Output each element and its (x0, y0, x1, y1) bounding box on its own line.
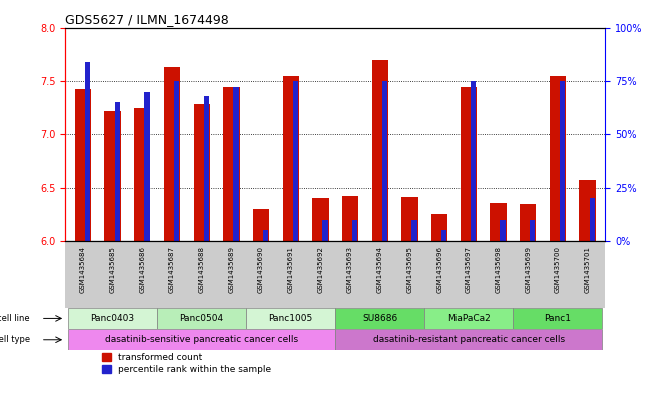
Text: GSM1435690: GSM1435690 (258, 246, 264, 293)
Bar (204, 96, 209, 241)
Text: dasatinib-resistant pancreatic cancer cells: dasatinib-resistant pancreatic cancer ce… (373, 335, 565, 344)
Bar (174, 81, 179, 241)
Bar (342, 196, 358, 241)
Bar (471, 81, 476, 241)
Text: cell type: cell type (0, 335, 30, 344)
Text: SU8686: SU8686 (362, 314, 397, 323)
Text: GSM1435695: GSM1435695 (406, 246, 413, 293)
Bar (293, 81, 298, 241)
Bar (530, 220, 536, 241)
Text: GSM1435693: GSM1435693 (347, 246, 353, 293)
Bar (381, 81, 387, 241)
Bar (411, 220, 417, 241)
Bar (115, 102, 120, 241)
Text: GSM1435692: GSM1435692 (318, 246, 324, 293)
Text: GSM1435698: GSM1435698 (495, 246, 501, 293)
Text: GSM1435697: GSM1435697 (466, 246, 472, 293)
Text: GSM1435694: GSM1435694 (377, 246, 383, 293)
Text: GSM1435686: GSM1435686 (139, 246, 145, 293)
Text: Panc0403: Panc0403 (90, 314, 135, 323)
Bar (335, 308, 424, 329)
Bar (85, 62, 90, 241)
Text: GSM1435689: GSM1435689 (229, 246, 234, 293)
Text: Panc1: Panc1 (544, 314, 572, 323)
Text: GSM1435688: GSM1435688 (199, 246, 204, 293)
Bar (322, 220, 327, 241)
Bar (193, 105, 210, 241)
Text: Panc0504: Panc0504 (180, 314, 224, 323)
Bar (579, 180, 596, 241)
Bar (372, 59, 388, 241)
Bar (134, 108, 150, 241)
Text: GSM1435699: GSM1435699 (525, 246, 531, 293)
Text: GSM1435696: GSM1435696 (436, 246, 442, 293)
Bar (253, 209, 270, 241)
Bar (283, 75, 299, 241)
Bar (514, 308, 602, 329)
Bar (549, 75, 566, 241)
Bar (424, 308, 514, 329)
Bar (431, 214, 447, 241)
Bar (157, 308, 246, 329)
Bar (461, 87, 477, 241)
Text: Panc1005: Panc1005 (269, 314, 313, 323)
Bar (335, 329, 602, 351)
Bar (68, 329, 335, 351)
Bar (68, 308, 157, 329)
Text: GSM1435685: GSM1435685 (109, 246, 116, 293)
Bar (560, 81, 565, 241)
Bar (75, 90, 91, 241)
Text: cell line: cell line (0, 314, 30, 323)
Bar (490, 202, 506, 241)
Bar (263, 230, 268, 241)
Bar (246, 308, 335, 329)
Text: GSM1435700: GSM1435700 (555, 246, 561, 293)
Bar (590, 198, 595, 241)
Legend: transformed count, percentile rank within the sample: transformed count, percentile rank withi… (102, 353, 271, 374)
Bar (520, 204, 536, 241)
Bar (401, 197, 418, 241)
Text: GSM1435701: GSM1435701 (585, 246, 590, 293)
Bar (312, 198, 329, 241)
Bar (104, 111, 121, 241)
Bar (441, 230, 447, 241)
Bar (233, 87, 239, 241)
Bar (223, 87, 240, 241)
Bar (352, 220, 357, 241)
Bar (501, 220, 506, 241)
Bar (144, 92, 150, 241)
Bar (164, 67, 180, 241)
Text: GSM1435684: GSM1435684 (80, 246, 86, 293)
Text: GDS5627 / ILMN_1674498: GDS5627 / ILMN_1674498 (65, 13, 229, 26)
Text: GSM1435691: GSM1435691 (288, 246, 294, 293)
Text: GSM1435687: GSM1435687 (169, 246, 175, 293)
Text: MiaPaCa2: MiaPaCa2 (447, 314, 491, 323)
Text: dasatinib-sensitive pancreatic cancer cells: dasatinib-sensitive pancreatic cancer ce… (105, 335, 298, 344)
